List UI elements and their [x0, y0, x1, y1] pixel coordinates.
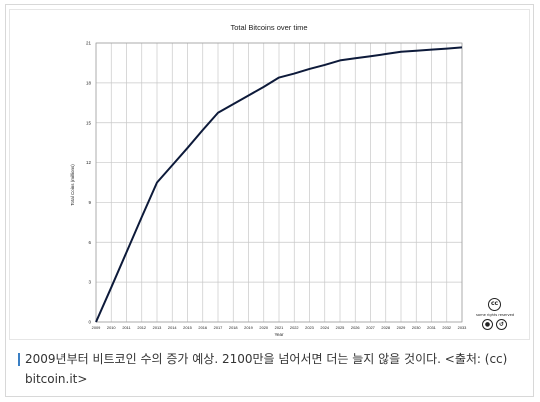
y-tick-label: 12	[86, 160, 92, 165]
figure-caption: 2009년부터 비트코인 수의 증가 예상. 2100만을 넘어서면 더는 늘지…	[18, 349, 528, 389]
y-tick-label: 3	[88, 280, 91, 285]
x-tick-label: 2017	[214, 325, 223, 330]
bitcoin-chart: Total Bitcoins over time 0 3 6 9 12 15 18 21 20…	[70, 23, 467, 337]
y-tick-label: 21	[86, 41, 92, 46]
x-tick-label: 2031	[427, 325, 436, 330]
x-tick-label: 2012	[137, 325, 146, 330]
x-tick-label: 2024	[320, 325, 329, 330]
caption-text: 2009년부터 비트코인 수의 증가 예상. 2100만을 넘어서면 더는 늘지…	[25, 352, 508, 386]
cc-mark-icon: cc	[488, 298, 501, 311]
x-tick-label: 2027	[366, 325, 375, 330]
cc-license-text: some rights reserved	[476, 313, 515, 317]
x-axis-label: Year	[274, 332, 284, 337]
x-axis-ticks: 2009 2010 2011 2012 2013 2014 2015 2016 2017 2018…	[92, 325, 467, 330]
x-tick-label: 2010	[107, 325, 116, 330]
x-tick-label: 2028	[381, 325, 390, 330]
x-tick-label: 2022	[290, 325, 299, 330]
attribution-icon: ●	[482, 319, 493, 330]
plot-border	[95, 42, 463, 323]
x-tick-label: 2023	[305, 325, 314, 330]
x-tick-label: 2032	[442, 325, 451, 330]
x-tick-label: 2021	[275, 325, 284, 330]
x-tick-label: 2015	[183, 325, 192, 330]
chart-title: Total Bitcoins over time	[230, 23, 307, 32]
x-tick-label: 2013	[153, 325, 162, 330]
y-tick-label: 9	[88, 200, 91, 205]
y-axis-ticks: 0 3 6 9 12 15 18 21	[86, 41, 92, 325]
chart-container: Total Bitcoins over time 0 3 6 9 12 15 18 21 20…	[9, 9, 530, 340]
y-tick-label: 0	[88, 320, 91, 325]
share-alike-icon: ↺	[496, 319, 507, 330]
x-tick-label: 2029	[397, 325, 406, 330]
x-tick-label: 2020	[259, 325, 268, 330]
x-tick-label: 2009	[92, 325, 101, 330]
x-tick-label: 2018	[229, 325, 238, 330]
x-tick-label: 2014	[168, 325, 177, 330]
y-tick-label: 15	[86, 120, 92, 125]
cc-icons-row: ● ↺	[482, 319, 508, 331]
x-tick-label: 2033	[458, 325, 467, 330]
y-tick-label: 18	[86, 80, 92, 85]
x-tick-label: 2025	[336, 325, 345, 330]
y-tick-label: 6	[88, 240, 91, 245]
cc-license-badge[interactable]: cc some rights reserved ● ↺	[476, 298, 514, 338]
chart-grid	[95, 42, 463, 323]
series-line	[95, 46, 463, 323]
x-tick-label: 2026	[351, 325, 360, 330]
x-tick-label: 2019	[244, 325, 253, 330]
x-tick-label: 2011	[122, 325, 130, 330]
y-axis-label: Total Coins (millions)	[70, 164, 75, 206]
x-tick-label: 2030	[412, 325, 421, 330]
x-tick-label: 2016	[198, 325, 207, 330]
caption-accent-bar	[18, 353, 20, 366]
series-layer	[95, 46, 463, 323]
